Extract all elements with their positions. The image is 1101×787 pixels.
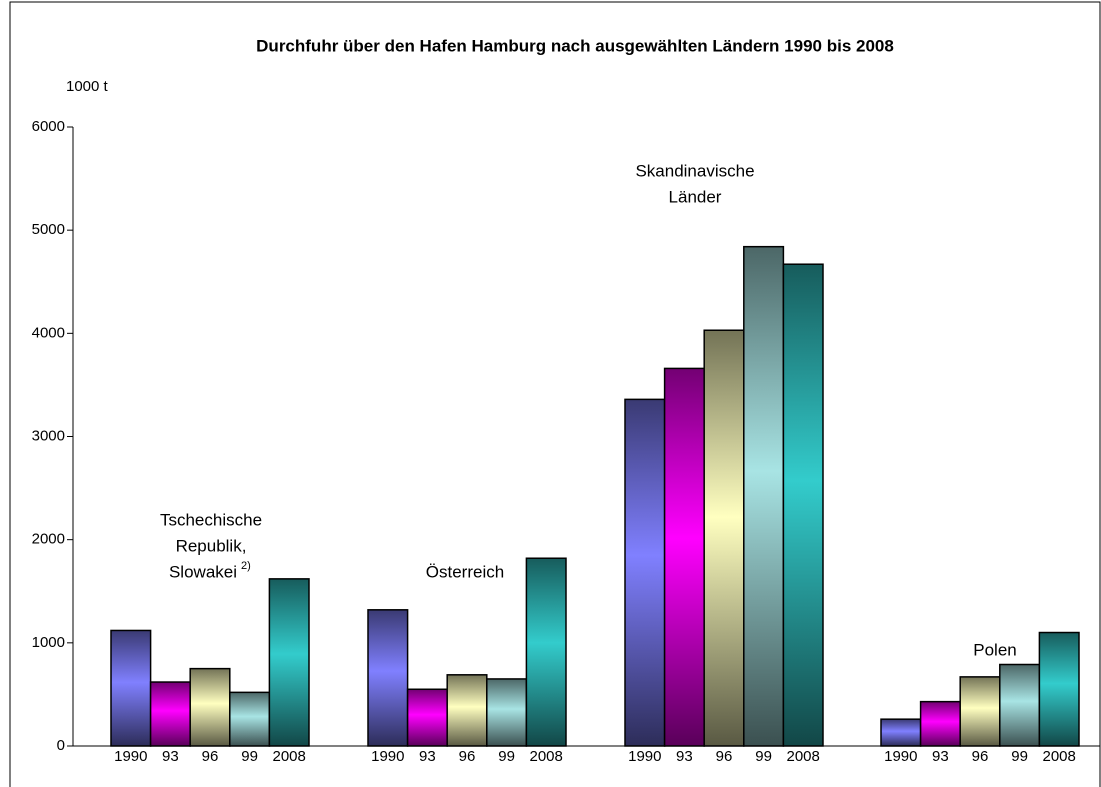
x-tick-label: 2008 <box>1043 748 1076 765</box>
bar <box>743 245 785 747</box>
x-tick-label: 96 <box>972 748 989 765</box>
y-tick-label: 0 <box>57 737 65 754</box>
x-tick-label: 1990 <box>884 748 917 765</box>
y-axis-label: 1000 t <box>66 78 109 95</box>
x-tick-label: 96 <box>716 748 733 765</box>
category-label: Polen <box>973 640 1016 659</box>
y-tick-label: 4000 <box>32 324 65 341</box>
y-tick-label: 2000 <box>32 531 65 548</box>
bar <box>959 676 1001 747</box>
bar <box>110 629 152 747</box>
category-label: Skandinavische <box>635 161 754 180</box>
x-tick-label: 1990 <box>628 748 661 765</box>
x-tick-label: 93 <box>419 748 436 765</box>
x-tick-label: 96 <box>459 748 476 765</box>
bar <box>367 609 409 747</box>
bar <box>999 663 1041 747</box>
bar <box>663 367 705 747</box>
category-label: Republik, <box>176 536 247 555</box>
bar <box>268 578 310 747</box>
bar <box>919 700 961 747</box>
x-tick-label: 99 <box>755 748 772 765</box>
bar <box>406 688 448 747</box>
x-tick-label: 2008 <box>787 748 820 765</box>
bar <box>1038 631 1080 747</box>
footnote-mark: 2) <box>241 560 251 572</box>
x-tick-label: 93 <box>162 748 179 765</box>
x-tick-label: 96 <box>202 748 219 765</box>
chart-title: Durchfuhr über den Hafen Hamburg nach au… <box>256 36 894 55</box>
x-tick-label: 99 <box>498 748 515 765</box>
x-tick-label: 93 <box>932 748 949 765</box>
x-tick-label: 99 <box>241 748 258 765</box>
category-label: Slowakei <box>169 562 237 581</box>
bar <box>703 329 745 747</box>
x-tick-label: 2008 <box>530 748 563 765</box>
x-tick-label: 93 <box>676 748 693 765</box>
bar <box>624 398 666 747</box>
bar <box>525 557 567 747</box>
x-tick-label: 99 <box>1011 748 1028 765</box>
category-label: Österreich <box>426 562 504 581</box>
y-tick-label: 6000 <box>32 118 65 135</box>
bar <box>189 667 231 747</box>
x-tick-label: 1990 <box>371 748 404 765</box>
bar <box>229 691 271 747</box>
x-tick-label: 1990 <box>114 748 147 765</box>
y-tick-label: 1000 <box>32 634 65 651</box>
bar <box>446 674 488 747</box>
category-label: Länder <box>669 187 722 206</box>
bar <box>486 678 528 747</box>
bar <box>782 263 824 747</box>
bar <box>149 681 191 747</box>
x-tick-label: 2008 <box>273 748 306 765</box>
bar <box>880 718 922 747</box>
y-tick-label: 5000 <box>32 221 65 238</box>
y-tick-label: 3000 <box>32 427 65 444</box>
category-label: Tschechische <box>160 510 262 529</box>
